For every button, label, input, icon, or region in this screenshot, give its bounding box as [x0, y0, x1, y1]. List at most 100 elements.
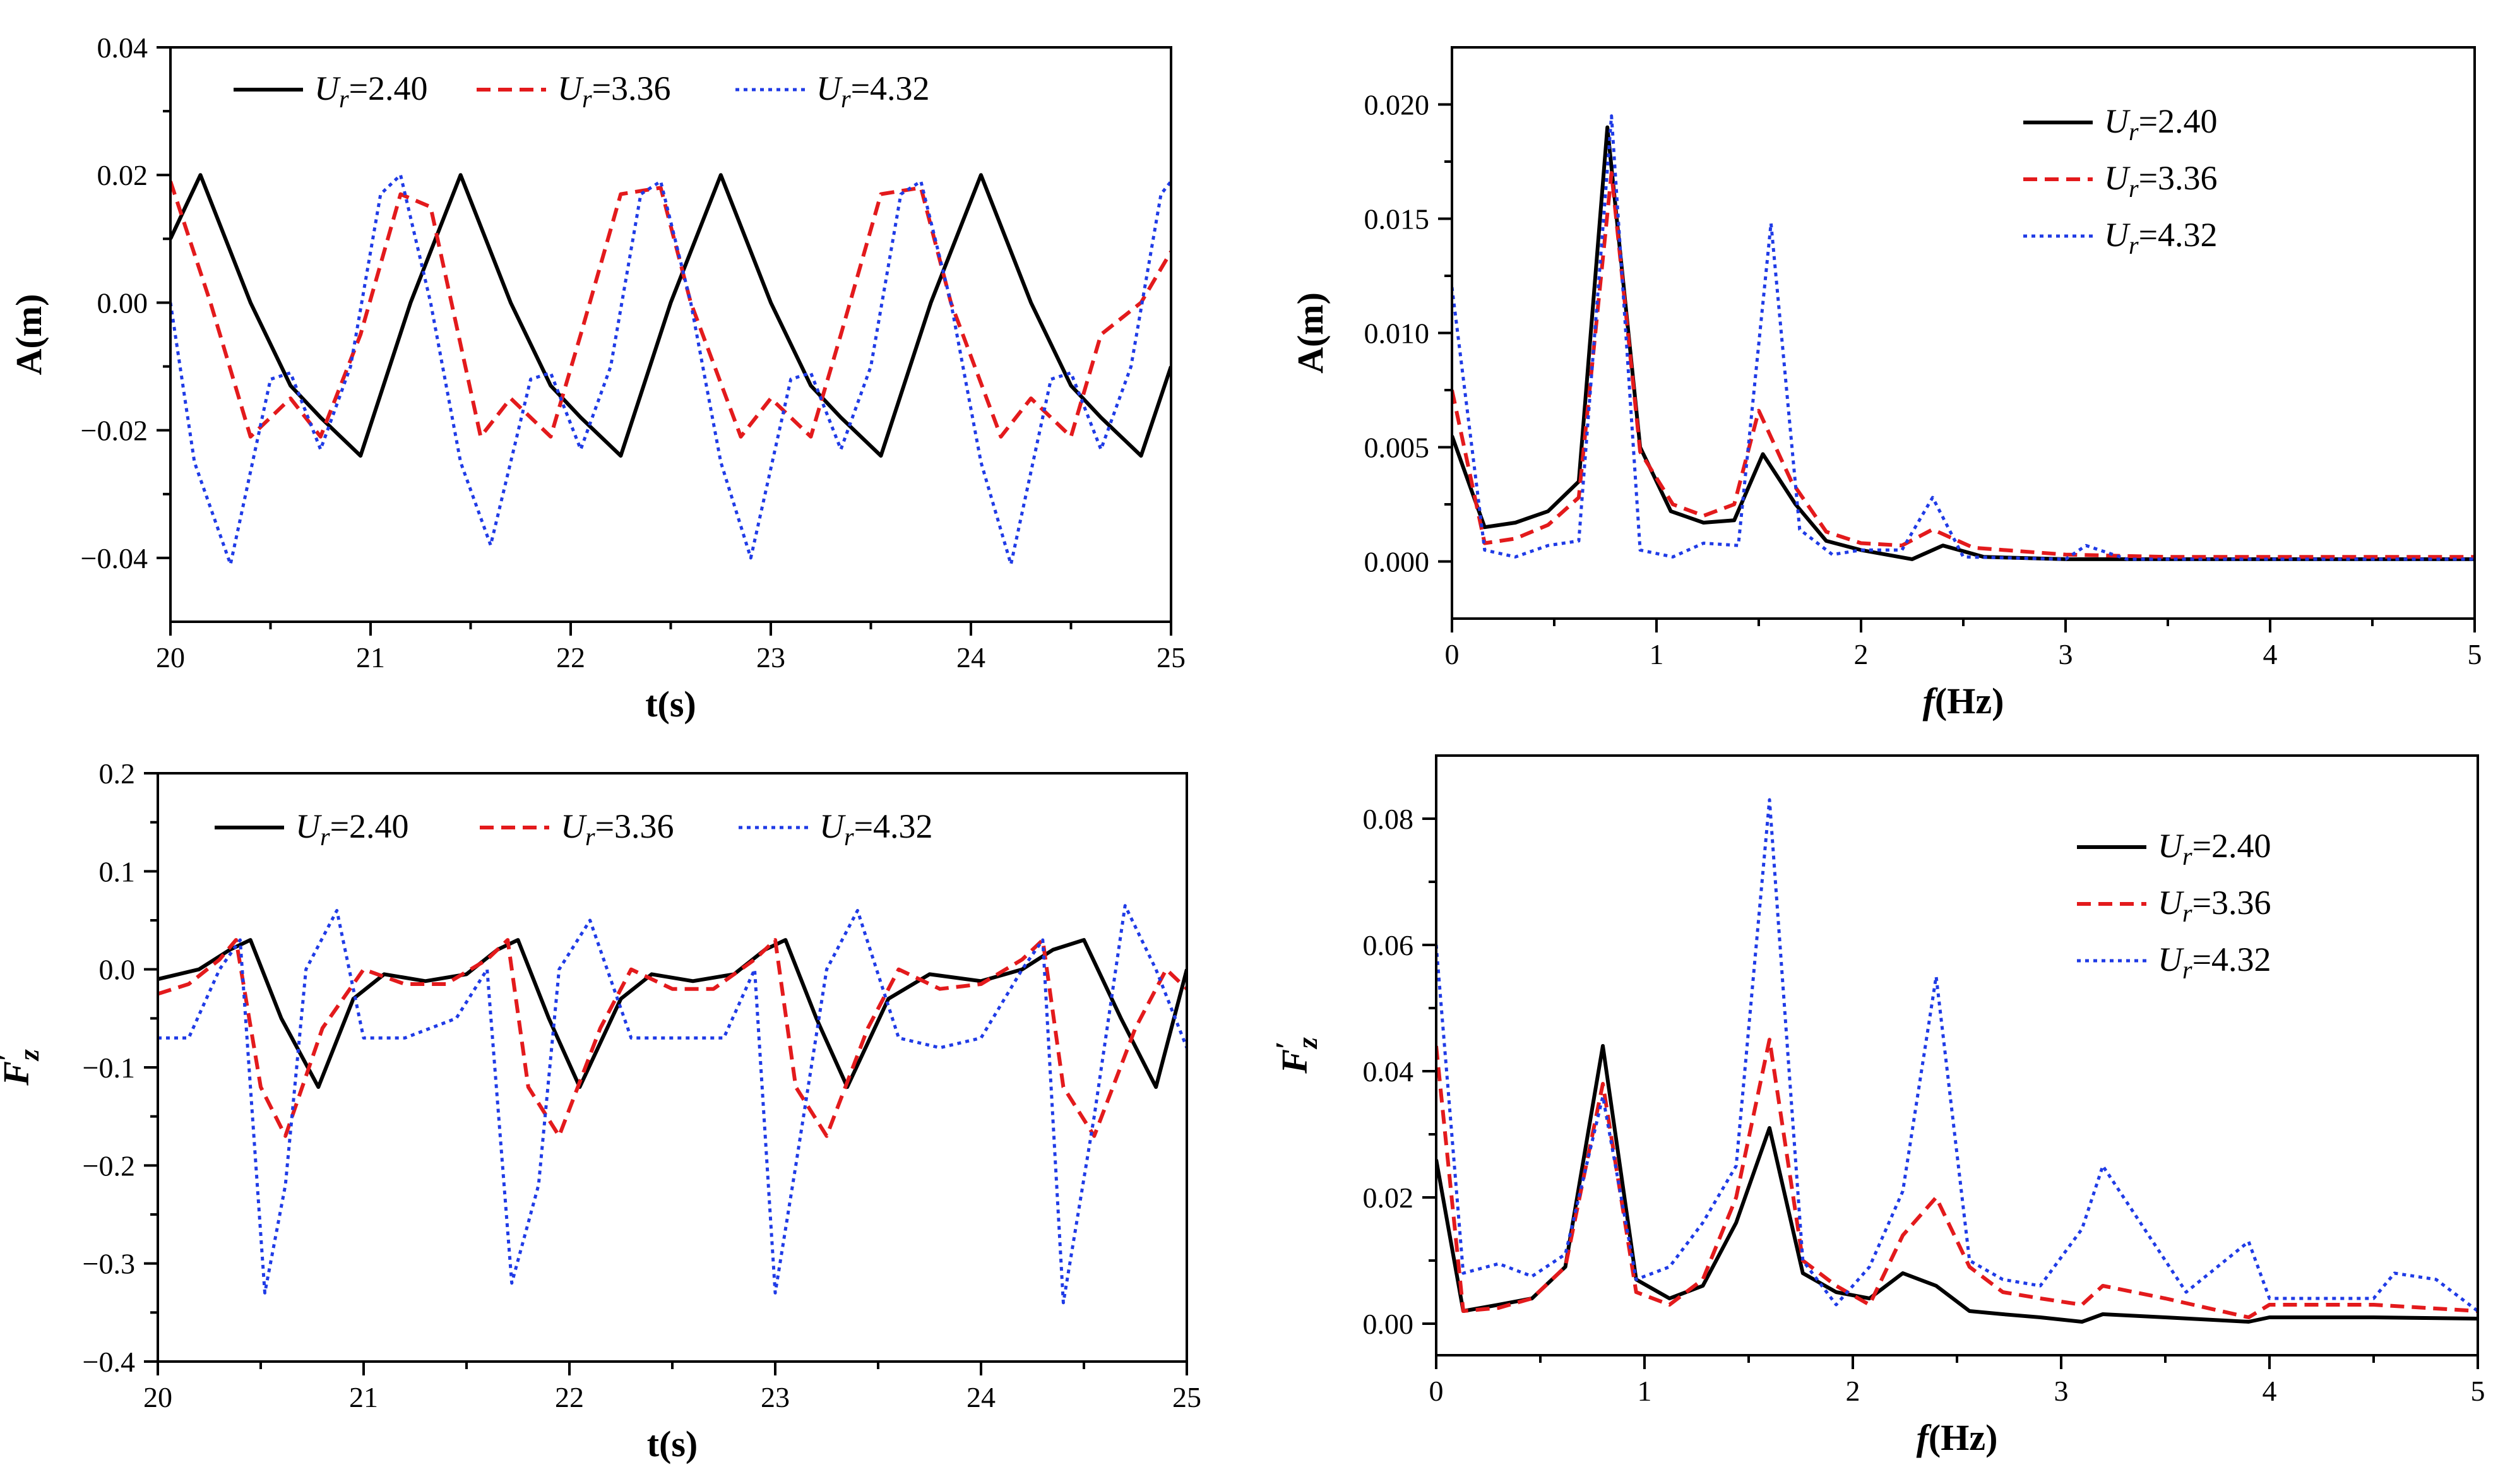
legend-label-value: =4.32 [854, 807, 933, 845]
legend-label: Ur=4.32 [816, 69, 930, 113]
x-tick-label-text: 23 [761, 1381, 790, 1413]
y-axis-title-base: F [0, 1061, 37, 1086]
legend-label: Ur=3.36 [561, 807, 674, 851]
legend-label-sub: r [582, 85, 592, 113]
legend-label-base: U [2158, 827, 2184, 865]
y-tick-label-text: 0.005 [1364, 432, 1430, 464]
y-axis-title: A(m) [8, 294, 49, 376]
y-tick-label-text: −0.1 [83, 1052, 135, 1084]
y-tick-label-text: −0.4 [83, 1346, 135, 1378]
y-tick-label: 0.08 [1363, 803, 1414, 835]
legend-label: Ur=2.40 [2158, 827, 2271, 870]
x-tick-label: 21 [356, 641, 385, 674]
y-tick-label: 0.06 [1363, 929, 1414, 961]
legend-label: Ur=2.40 [295, 807, 409, 851]
y-tick-label-text: 0.0 [99, 954, 136, 986]
y-tick-label-text: 0.04 [97, 32, 148, 64]
x-tick-label-text: 0 [1445, 638, 1460, 670]
x-tick-label: 0 [1445, 638, 1460, 670]
legend-label-sub: r [2182, 899, 2192, 927]
y-tick-label-text: −0.2 [83, 1149, 135, 1182]
x-tick-label-text: 2 [1854, 638, 1869, 670]
legend-item: Ur=2.40 [215, 807, 409, 851]
x-tick-label: 3 [2054, 1375, 2069, 1407]
x-tick-label: 24 [956, 641, 985, 674]
y-tick-label-text: 0.2 [99, 757, 136, 790]
y-tick-label-text: 0.000 [1364, 546, 1430, 578]
legend-label: Ur=2.40 [2104, 102, 2218, 146]
legend-label-value: =3.36 [592, 69, 671, 107]
y-tick-label-text: 0.010 [1364, 318, 1430, 350]
y-tick-label-text: 0.00 [97, 287, 148, 319]
x-tick-label: 1 [1650, 638, 1664, 670]
x-tick-label-text: 2 [1846, 1375, 1860, 1407]
legend-label-base: U [2104, 159, 2131, 197]
legend-item: Ur=3.36 [2023, 159, 2218, 203]
x-tick-label-text: 24 [966, 1381, 996, 1413]
legend-label-base: U [2158, 884, 2184, 922]
legend-label-base: U [561, 807, 587, 845]
x-tick-label-text: 25 [1172, 1381, 1201, 1413]
y-axis-title-prime: ′ [1270, 1041, 1302, 1049]
y-tick-label-text: 0.00 [1363, 1308, 1414, 1340]
legend-label-value: =2.40 [330, 807, 409, 845]
plot-frame [1435, 754, 2479, 1356]
legend-item: Ur=3.36 [2077, 884, 2271, 927]
x-tick-label: 20 [143, 1381, 172, 1413]
legend-label-value: =3.36 [595, 807, 674, 845]
series-line-4-32 [1436, 798, 2478, 1312]
series-line-3-36 [158, 938, 1187, 1138]
x-tick-label-text: 24 [956, 641, 985, 674]
x-tick-label-text: 21 [349, 1381, 378, 1413]
y-tick-label-text: 0.08 [1363, 803, 1414, 835]
legend-label-sub: r [585, 822, 595, 851]
y-tick-label: 0.04 [97, 32, 148, 64]
x-tick-label: 0 [1429, 1375, 1444, 1407]
x-tick-label-text: 20 [143, 1381, 172, 1413]
x-tick-label-text: 4 [2263, 638, 2278, 670]
legend-label-base: U [2104, 102, 2131, 140]
y-tick-label-text: −0.3 [83, 1248, 135, 1280]
y-axis-title: F′z [0, 1049, 45, 1086]
y-tick-label: 0.2 [99, 757, 136, 790]
legend-label: Ur=4.32 [2158, 941, 2271, 984]
legend-label-value: =2.40 [349, 69, 428, 107]
x-tick-label-text: 3 [2054, 1375, 2069, 1407]
y-tick-label: 0.04 [1363, 1055, 1414, 1088]
legend-label-sub: r [320, 822, 330, 851]
legend-label: Ur=4.32 [2104, 216, 2218, 259]
legend-label: Ur=4.32 [819, 807, 933, 851]
legend-item: Ur=4.32 [2023, 216, 2218, 259]
series-line-4-32 [158, 904, 1187, 1305]
plot-frame [157, 772, 1188, 1363]
x-tick-label: 4 [2263, 638, 2278, 670]
x-tick-label-text: 21 [356, 641, 385, 674]
x-tick-label: 24 [966, 1381, 996, 1413]
x-tick-label-text: 3 [2059, 638, 2073, 670]
x-tick-label-text: 25 [1157, 641, 1186, 674]
y-axis-title-sub: z [1291, 1037, 1323, 1050]
x-tick-label-text: 0 [1429, 1375, 1444, 1407]
legend-label: Ur=3.36 [2104, 159, 2218, 203]
legend-item: Ur=2.40 [234, 69, 428, 113]
x-tick-label-text: 23 [756, 641, 785, 674]
legend: Ur=2.40 Ur=3.36 Ur=4.32 [2077, 827, 2271, 984]
x-tick-label-text: 20 [156, 641, 185, 674]
y-tick-label-text: 0.02 [97, 159, 148, 191]
chart-amp-spectrum: 0 1 2 3 4 5 0.000 0.005 0.010 0.015 0.020 f(Hz) A(m)… [1290, 46, 2482, 721]
legend-label-base: U [557, 69, 584, 107]
legend-item: Ur=3.36 [477, 69, 671, 113]
legend-label-value: =3.36 [2139, 159, 2218, 197]
y-tick-label: 0.010 [1364, 318, 1430, 350]
x-axis-title: t(s) [645, 684, 696, 725]
legend-label: Ur=3.36 [2158, 884, 2271, 927]
x-tick-label: 20 [156, 641, 185, 674]
y-axis-title: A(m) [1290, 292, 1331, 374]
y-tick-label-text: 0.020 [1364, 89, 1430, 121]
legend-label-base: U [2158, 941, 2184, 978]
x-tick-label: 25 [1172, 1381, 1201, 1413]
y-tick-label-text: 0.1 [99, 855, 136, 887]
x-axis-title: t(s) [647, 1423, 698, 1464]
x-tick-label-text: 5 [2471, 1375, 2485, 1407]
